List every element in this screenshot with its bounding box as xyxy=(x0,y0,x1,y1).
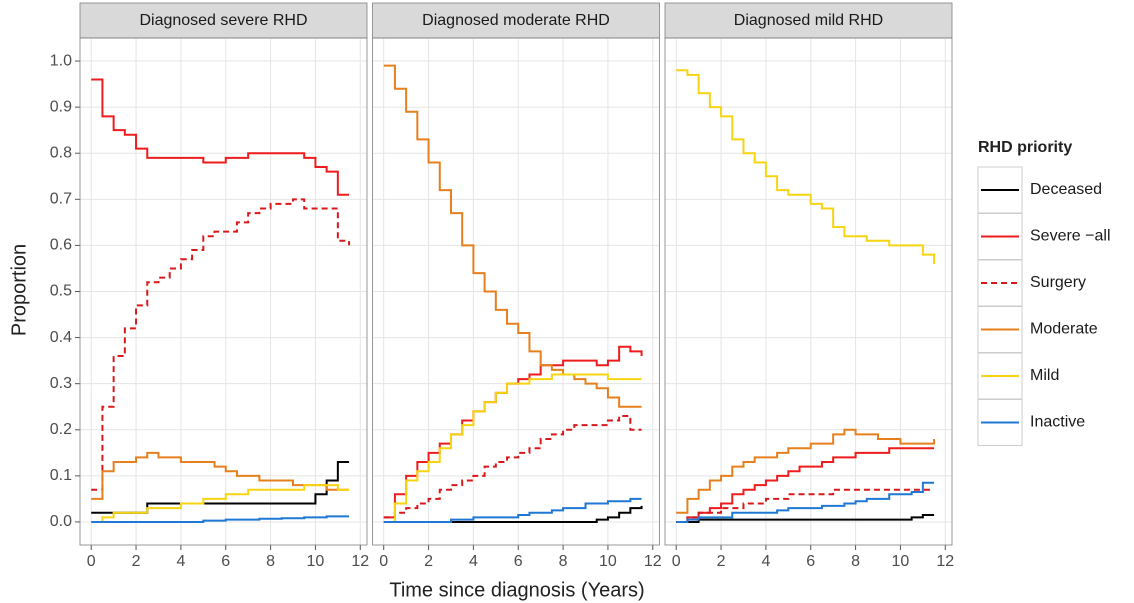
x-tick-label: 8 xyxy=(851,553,860,570)
x-tick-label: 2 xyxy=(717,553,726,570)
series-line xyxy=(383,414,642,519)
y-tick-label: 0.7 xyxy=(50,191,72,208)
x-tick-label: 12 xyxy=(351,553,369,570)
panel-border xyxy=(372,37,660,546)
y-tick-label: 0.0 xyxy=(50,513,72,530)
series-line xyxy=(676,481,935,523)
x-tick-label: 8 xyxy=(266,553,275,570)
legend-label: Mild xyxy=(1030,367,1059,384)
x-tick-label: 10 xyxy=(599,553,617,570)
panel-border xyxy=(664,37,953,546)
series-line xyxy=(676,447,935,523)
x-tick-label: 0 xyxy=(672,553,681,570)
legend-label: Surgery xyxy=(1030,274,1086,291)
x-tick-label: 6 xyxy=(806,553,815,570)
series-line xyxy=(676,69,936,264)
y-tick-label: 1.0 xyxy=(50,52,72,69)
panel-border xyxy=(79,37,368,546)
x-tick-label: 10 xyxy=(307,553,325,570)
x-tick-label: 6 xyxy=(514,553,523,570)
y-tick-label: 0.2 xyxy=(50,421,72,438)
x-tick-label: 8 xyxy=(559,553,568,570)
x-tick-label: 2 xyxy=(132,553,141,570)
x-tick-label: 4 xyxy=(469,553,478,570)
strip-title: Diagnosed mild RHD xyxy=(734,12,883,29)
x-tick-label: 0 xyxy=(379,553,388,570)
legend-label: Inactive xyxy=(1030,414,1085,431)
series-line xyxy=(91,484,350,523)
x-tick-label: 10 xyxy=(892,553,910,570)
legend-label: Severe −all xyxy=(1030,228,1111,245)
series-line xyxy=(676,428,936,514)
y-axis-title: Proportion xyxy=(8,244,30,336)
y-tick-label: 0.4 xyxy=(50,329,72,346)
x-tick-label: 4 xyxy=(761,553,770,570)
x-tick-label: 0 xyxy=(87,553,96,570)
x-tick-label: 12 xyxy=(644,553,662,570)
y-tick-label: 0.1 xyxy=(50,467,72,484)
x-tick-label: 6 xyxy=(221,553,230,570)
y-tick-label: 0.8 xyxy=(50,144,72,161)
series-line xyxy=(383,497,642,523)
y-tick-label: 0.5 xyxy=(50,283,72,300)
x-axis-title: Time since diagnosis (Years) xyxy=(389,579,644,601)
strip-background xyxy=(372,2,660,39)
series-line xyxy=(91,451,350,500)
series-line xyxy=(383,373,642,523)
legend-label: Deceased xyxy=(1030,181,1102,198)
legend-title: RHD priority xyxy=(978,139,1072,156)
y-tick-label: 0.3 xyxy=(50,375,72,392)
strip-background xyxy=(664,2,953,39)
legend-label: Moderate xyxy=(1030,321,1098,338)
series-line xyxy=(676,488,935,523)
x-tick-label: 2 xyxy=(424,553,433,570)
series-line xyxy=(91,515,350,523)
series-line xyxy=(676,514,935,523)
series-line xyxy=(383,64,642,408)
x-tick-label: 12 xyxy=(936,553,954,570)
series-line xyxy=(91,78,350,196)
series-line xyxy=(91,198,351,491)
y-tick-label: 0.6 xyxy=(50,237,72,254)
strip-background xyxy=(79,2,368,39)
x-tick-label: 4 xyxy=(176,553,185,570)
y-tick-label: 0.9 xyxy=(50,98,72,115)
strip-title: Diagnosed moderate RHD xyxy=(422,12,610,29)
strip-title: Diagnosed severe RHD xyxy=(139,12,307,29)
